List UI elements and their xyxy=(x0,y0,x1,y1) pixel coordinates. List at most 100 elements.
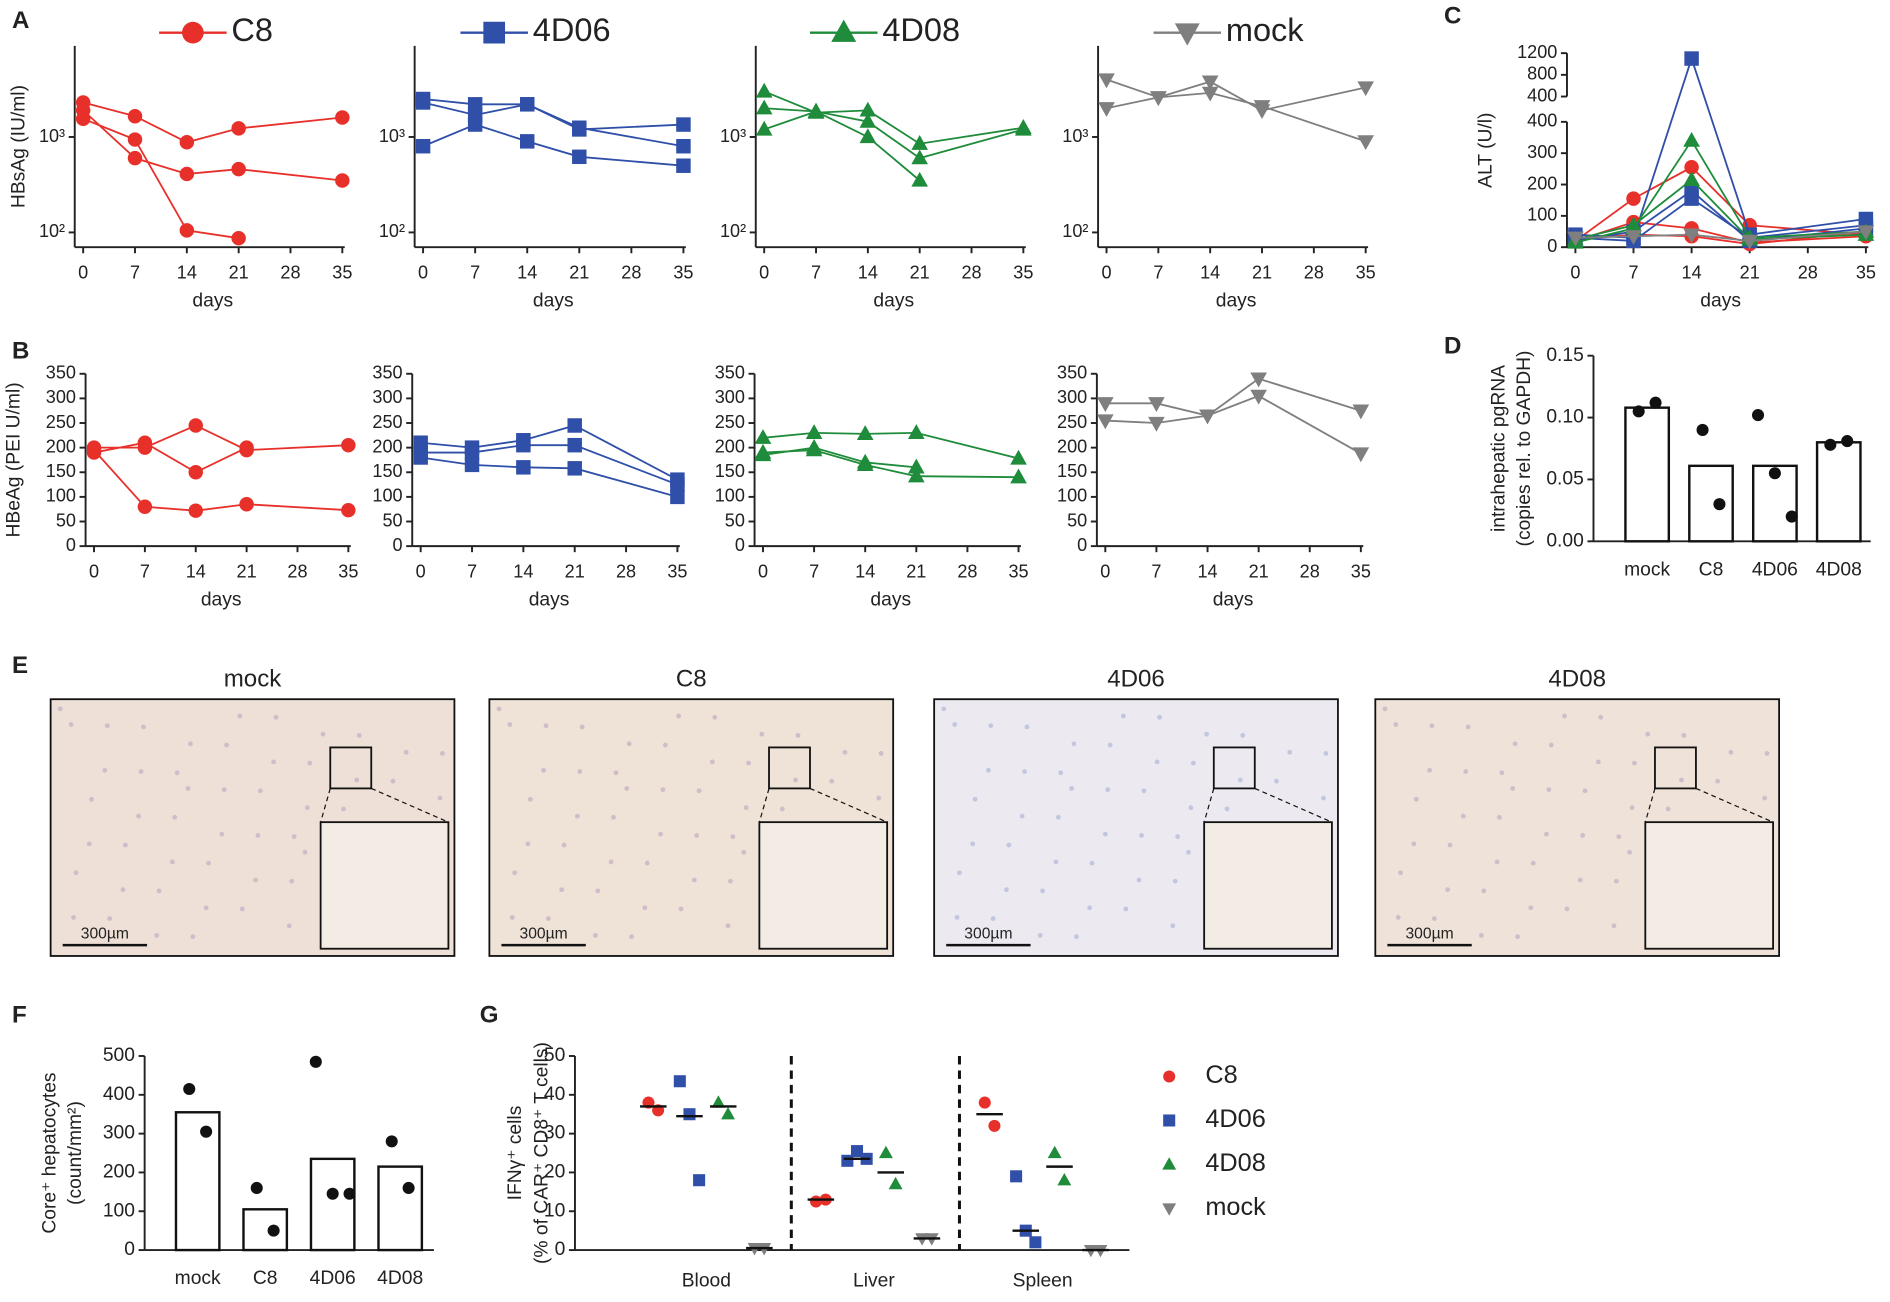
x-tick-label: 0 xyxy=(1570,263,1580,283)
nucleus xyxy=(1510,786,1516,791)
nucleus xyxy=(1055,814,1061,820)
x-axis-label: days xyxy=(1216,291,1257,312)
data-line xyxy=(762,449,1019,479)
data-point xyxy=(335,173,350,188)
x-tick-label: Blood xyxy=(682,1270,731,1291)
nucleus xyxy=(579,724,585,730)
nucleus xyxy=(629,934,635,940)
y-tick-label: 250 xyxy=(715,412,745,432)
nucleus xyxy=(255,833,261,838)
y-tick-label: 400 xyxy=(1527,111,1557,131)
data-point xyxy=(754,429,772,444)
data-point xyxy=(179,223,195,238)
nucleus xyxy=(1172,878,1178,884)
nucleus xyxy=(1024,724,1030,730)
data-point xyxy=(670,477,685,492)
data-point xyxy=(1098,102,1115,117)
data-point xyxy=(86,445,102,460)
nucleus xyxy=(239,906,245,912)
nucleus xyxy=(1019,813,1025,819)
nucleus xyxy=(307,760,313,766)
nucleus xyxy=(527,796,533,802)
nucleus xyxy=(1188,805,1194,811)
nucleus xyxy=(1170,923,1176,929)
nucleus xyxy=(1548,742,1554,748)
y-tick-label: 10² xyxy=(720,221,746,241)
data-line xyxy=(420,456,678,498)
nucleus xyxy=(1580,833,1586,838)
nucleus xyxy=(1577,877,1583,883)
x-tick-label: 28 xyxy=(621,263,641,283)
zoom-guide xyxy=(1695,787,1774,823)
x-tick-label: 7 xyxy=(811,263,821,283)
nucleus xyxy=(1562,713,1567,719)
nucleus xyxy=(878,751,884,756)
nucleus xyxy=(1728,749,1734,755)
nucleus xyxy=(543,723,549,729)
data-point xyxy=(341,437,356,453)
data-point xyxy=(567,418,582,433)
data-point xyxy=(1148,416,1165,432)
data-point xyxy=(137,435,153,450)
nucleus xyxy=(1175,834,1181,840)
nucleus xyxy=(1598,714,1604,720)
x-tick-label: 0 xyxy=(759,263,769,283)
x-tick-label: C8 xyxy=(1699,559,1724,580)
x-tick-label: 28 xyxy=(280,263,300,283)
nucleus xyxy=(1107,742,1113,748)
data-point xyxy=(567,461,582,476)
y-axis-label: (% of CAR⁺ CD8⁺ T cells) xyxy=(532,1042,553,1264)
nucleus xyxy=(437,795,443,801)
y-tick-label: 10 xyxy=(544,1200,565,1221)
x-tick-label: 28 xyxy=(616,561,636,581)
nucleus xyxy=(1087,905,1093,911)
nucleus xyxy=(120,887,126,893)
data-point xyxy=(1250,372,1267,388)
legend-label: 4D06 xyxy=(533,12,611,48)
legend-marker xyxy=(831,19,857,42)
data-point xyxy=(179,166,195,182)
data-point xyxy=(879,1145,893,1159)
legend-marker xyxy=(483,21,506,44)
nucleus xyxy=(1157,714,1162,720)
zoom-guide xyxy=(371,787,449,823)
y-tick-label: 200 xyxy=(1527,173,1557,193)
y-tick-label: 250 xyxy=(372,412,402,432)
nucleus xyxy=(608,859,614,865)
inset xyxy=(319,821,450,950)
nucleus xyxy=(746,760,751,766)
nucleus xyxy=(829,778,835,784)
x-tick-label: 21 xyxy=(569,263,589,283)
legend-label: mock xyxy=(1205,1193,1266,1221)
nucleus xyxy=(71,914,76,920)
x-tick-label: 21 xyxy=(1740,263,1760,283)
data-point xyxy=(911,149,929,165)
x-tick-label: 14 xyxy=(177,263,197,283)
nucleus xyxy=(206,860,211,866)
data-point xyxy=(907,458,925,474)
legend-marker xyxy=(1162,1157,1177,1170)
nucleus xyxy=(156,888,162,894)
nucleus xyxy=(842,749,848,755)
nucleus xyxy=(985,767,991,773)
nucleus xyxy=(224,742,230,748)
data-line xyxy=(1105,394,1362,455)
data-point xyxy=(567,437,582,453)
nucleus xyxy=(89,796,95,802)
x-tick-label: 35 xyxy=(1008,561,1028,581)
nucleus xyxy=(613,770,619,776)
y-tick-label: 800 xyxy=(1527,64,1557,84)
zoom-guide xyxy=(809,787,888,823)
data-point xyxy=(1250,389,1267,405)
nucleus xyxy=(286,923,292,929)
data-point xyxy=(1150,91,1167,107)
data-point xyxy=(309,1055,322,1068)
legend-marker xyxy=(1162,1203,1177,1216)
data-point xyxy=(1010,1170,1023,1183)
data-point xyxy=(464,457,480,473)
zoom-box xyxy=(1654,746,1697,790)
nucleus xyxy=(320,731,326,737)
data-point xyxy=(888,1176,903,1190)
nucleus xyxy=(403,749,409,755)
x-tick-label: 35 xyxy=(1356,263,1376,283)
